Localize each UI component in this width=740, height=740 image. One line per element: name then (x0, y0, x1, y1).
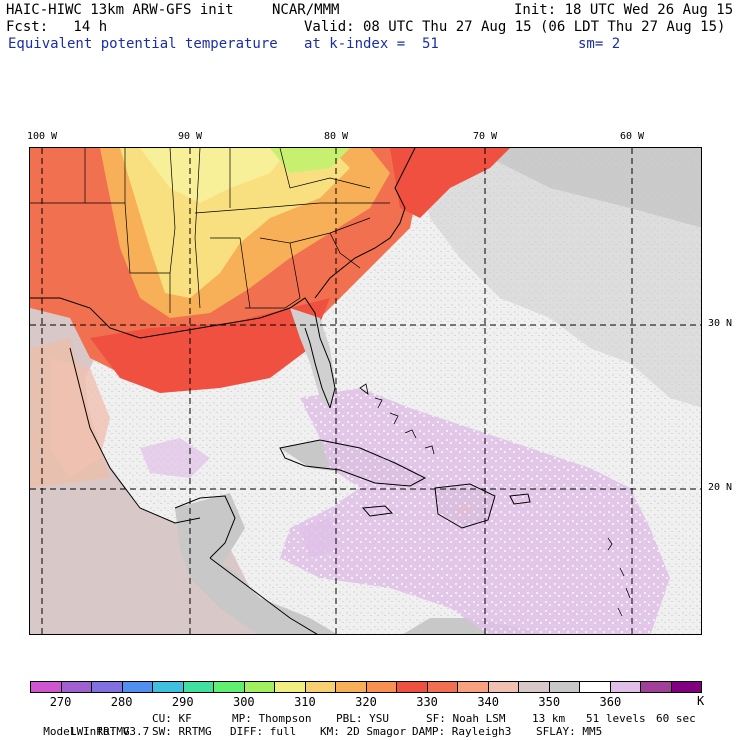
colorbar-tick-label: 320 (355, 695, 377, 709)
colorbar-segment (458, 682, 489, 692)
colorbar-segment (214, 682, 245, 692)
forecast-hour: Fcst: 14 h (6, 19, 108, 35)
footer-km: KM: 2D Smagor (320, 725, 407, 738)
colorbar-tick-label: 330 (416, 695, 438, 709)
lat-label-20n: 20 N (708, 482, 733, 493)
lat-lon-grid (30, 148, 701, 634)
footer-sw: SW: RRTMG (152, 725, 212, 738)
lon-label-90w: 90 W (177, 131, 203, 142)
footer-resolution: 13 km (532, 712, 566, 725)
footer-model-info: Model Info: V3.7 (43, 725, 150, 738)
colorbar-segment (427, 682, 458, 692)
init-time: Init: 18 UTC Wed 26 Aug 15 (514, 2, 734, 18)
central-america-land (180, 548, 337, 634)
footer-diff: DIFF: full (230, 725, 297, 738)
colorbar-segment (31, 682, 62, 692)
map-canvas (30, 148, 701, 634)
footer-lw: LW: RRTMG (70, 725, 130, 738)
footer-line1: Model Info: V3.7 (30, 712, 149, 738)
lat-label-30n: 30 N (708, 318, 733, 329)
colorbar-tick-label: 310 (294, 695, 316, 709)
colorbar-unit: K (697, 694, 705, 708)
colorbar-segment (122, 682, 153, 692)
lon-label-70w: 70 W (472, 131, 498, 142)
colorbar-segment (61, 682, 92, 692)
colorbar-segment (610, 682, 641, 692)
center-name: NCAR/MMM (272, 2, 340, 18)
lon-label-60w: 60 W (619, 131, 645, 142)
footer-cu: CU: KF (152, 712, 192, 725)
colorbar-segment (366, 682, 397, 692)
footer-levels: 51 levels (586, 712, 646, 725)
florida-land (290, 308, 335, 408)
coastlines (30, 148, 531, 634)
colorbar (30, 681, 702, 693)
colorbar-segment (671, 682, 701, 692)
smoothing-info: sm= 2 (578, 36, 621, 52)
colorbar-segment (305, 682, 336, 692)
colorbar-segment (641, 682, 672, 692)
colorbar-tick-label: 280 (110, 695, 133, 709)
bahamas-islands (359, 383, 631, 617)
colorbar-tick-label: 270 (49, 695, 72, 709)
colorbar-tick-label: 350 (538, 695, 561, 709)
valid-time: Valid: 08 UTC Thu 27 Aug 15 (06 LDT Thu … (304, 19, 726, 35)
northeast-red (390, 148, 510, 218)
footer-timestep: 60 sec (656, 712, 696, 725)
colorbar-segment (275, 682, 306, 692)
field-name: Equivalent potential temperature (8, 36, 278, 52)
colorbar-segment (92, 682, 123, 692)
colorbar-segment (488, 682, 519, 692)
colorbar-segment (580, 682, 611, 692)
colorbar-tick-label: 360 (599, 695, 622, 709)
atlantic-gray-band (410, 148, 701, 408)
colorbar-segment (153, 682, 184, 692)
colorbar-segment (549, 682, 580, 692)
colorbar-segment (244, 682, 275, 692)
colorbar-tick-label: 300 (232, 695, 255, 709)
lon-label-80w: 80 W (323, 131, 349, 142)
gulf-red-band (90, 298, 330, 393)
footer-sflay: SFLAY: MM5 (536, 725, 603, 738)
footer-sf: SF: Noah LSM (426, 712, 506, 725)
purple-high-theta-region (280, 388, 670, 634)
footer-mp: MP: Thompson (232, 712, 312, 725)
footer-pbl: PBL: YSU (336, 712, 389, 725)
level-info: at k-index = 51 (304, 36, 439, 52)
colorbar-segment (397, 682, 428, 692)
colorbar-segment (519, 682, 550, 692)
colorbar-tick-label: 290 (171, 695, 194, 709)
state-borders (30, 148, 390, 313)
us-green-patch (270, 148, 350, 173)
theta-e-map (29, 147, 702, 635)
footer-damp: DAMP: Rayleigh3 (412, 725, 512, 738)
colorbar-segment (336, 682, 367, 692)
lon-label-100w: 100 W (26, 131, 58, 142)
colorbar-segment (183, 682, 214, 692)
model-title: HAIC-HIWC 13km ARW-GFS init (6, 2, 234, 18)
colorbar-tick-label: 340 (477, 695, 500, 709)
yucatan-land (175, 493, 245, 568)
